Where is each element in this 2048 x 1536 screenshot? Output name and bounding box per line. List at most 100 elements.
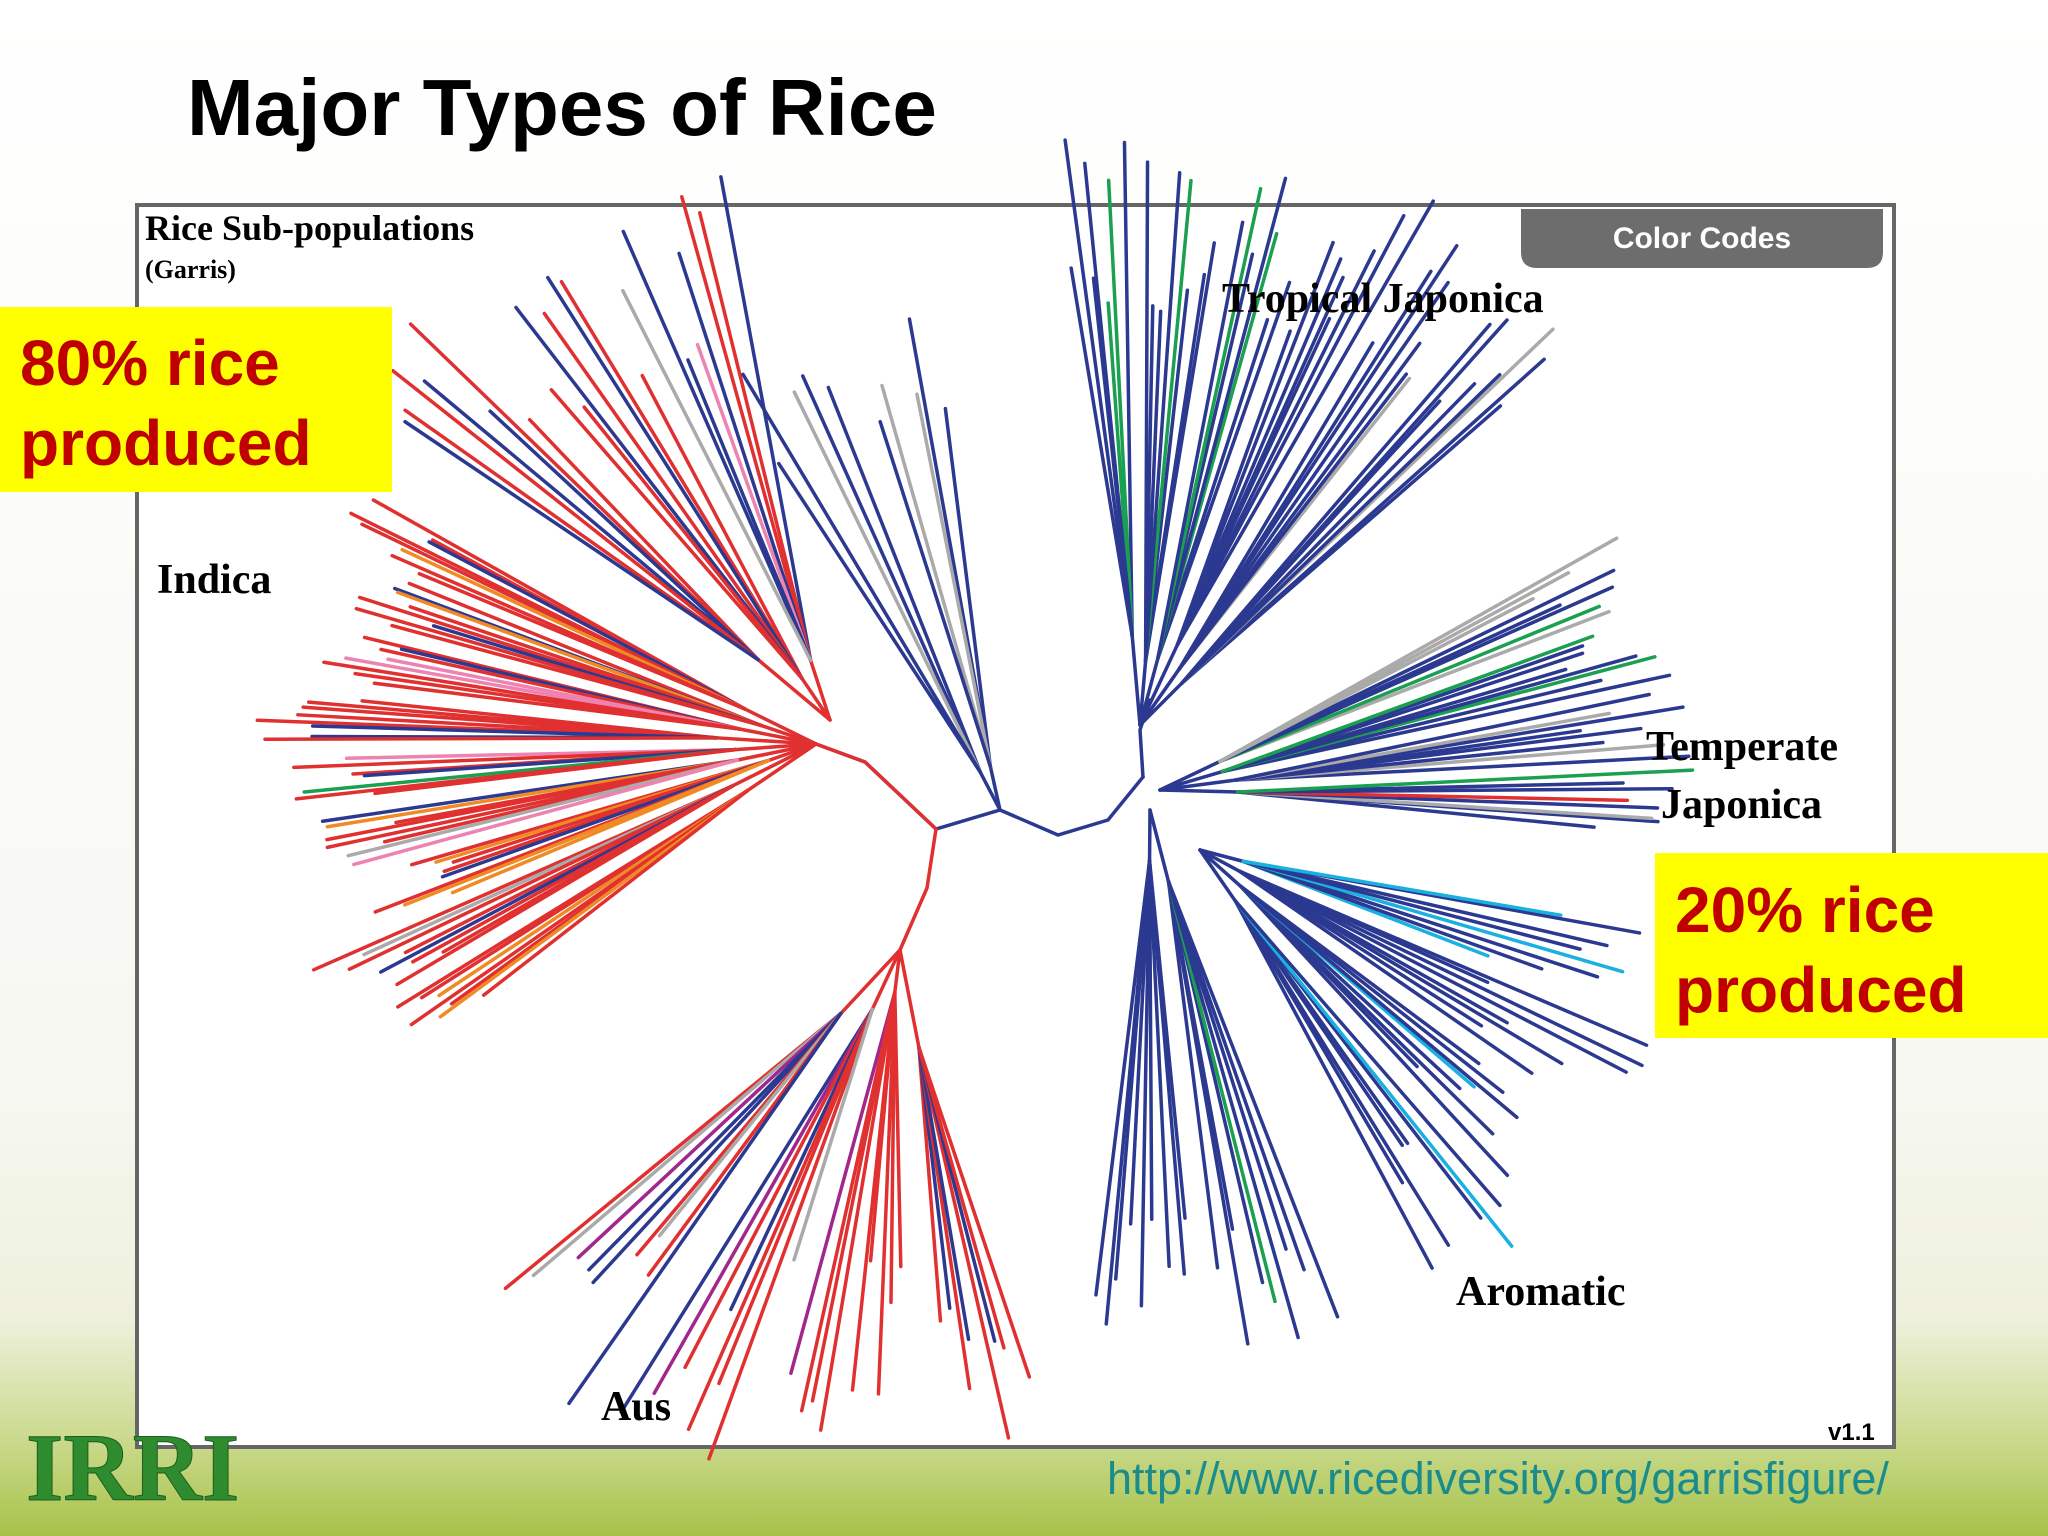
tree-branch: [390, 623, 763, 728]
tree-branch: [527, 417, 760, 662]
tree-branch: [1130, 634, 1142, 727]
tree-branch: [808, 658, 832, 722]
tree-branch: [1179, 373, 1502, 686]
tree-branch: [898, 948, 921, 1050]
tree-branch: [391, 369, 760, 662]
tree-branch: [450, 758, 771, 895]
tree-branch: [1198, 848, 1245, 864]
tree-branch: [893, 948, 902, 995]
tree-branch: [1238, 884, 1495, 1136]
tree-branch: [917, 1045, 1011, 1440]
tree-branch: [1143, 178, 1193, 663]
tree-branch: [839, 948, 902, 1016]
tree-branch: [1143, 171, 1182, 663]
tree-branch: [1237, 869, 1644, 1068]
tree-branch: [695, 342, 813, 663]
tree-branch: [1238, 884, 1481, 1066]
tree-branch: [1156, 176, 1288, 661]
tree-branch: [1177, 280, 1450, 671]
tree-branch: [1177, 341, 1422, 671]
tree-branch: [1237, 869, 1534, 1075]
tree-branch: [746, 742, 818, 793]
tree-branch: [1218, 604, 1601, 764]
tree-branch: [1166, 879, 1306, 1272]
tree-branch: [640, 373, 804, 681]
tree-branch: [917, 1045, 1032, 1379]
tree-branch: [1233, 692, 1651, 782]
callout-line: 80% rice: [20, 327, 280, 399]
source-url[interactable]: http://www.ricediversity.org/garrisfigur…: [1107, 1453, 1889, 1504]
label-aromatic: Aromatic: [1456, 1269, 1626, 1315]
version: v1.1: [1828, 1419, 1875, 1446]
tree-branch: [1241, 859, 1600, 979]
tree-branch: [1175, 213, 1406, 647]
tree-branch: [417, 571, 747, 711]
tree-branch: [1128, 859, 1152, 1226]
tree-branch: [878, 419, 993, 769]
tree-branch: [756, 657, 832, 722]
tree-branch: [889, 990, 897, 1305]
tree-branch: [310, 724, 719, 740]
tree-branch: [1179, 322, 1492, 686]
callout-box: [0, 307, 392, 492]
tree-branch: [1235, 790, 1630, 803]
label-line: Japonica: [1661, 782, 1822, 828]
tree-branch: [1147, 859, 1171, 1269]
tree-branch: [1158, 759, 1222, 792]
tree-branch: [717, 1007, 875, 1386]
tree-branch: [792, 390, 983, 774]
tree-branch: [1156, 317, 1270, 661]
color-codes-tab: [1521, 209, 1883, 268]
tree-branch: [1148, 808, 1171, 884]
tree-branch: [1241, 859, 1609, 948]
tree-branch: [1156, 220, 1245, 661]
label-tropical-japonica: Tropical Japonica: [1222, 276, 1544, 322]
tree-branch: [1238, 884, 1462, 1091]
tree-branch: [481, 788, 750, 997]
tree-branch: [582, 405, 804, 681]
tree-branch: [988, 764, 1002, 812]
tree-branch: [1218, 568, 1616, 764]
tree-branch: [1237, 869, 1649, 1047]
tree-trunk-aus: [898, 827, 938, 952]
tree-branch: [1158, 778, 1237, 792]
tree-branch: [733, 742, 818, 752]
tree-branch: [917, 1045, 971, 1342]
tree-branch: [741, 372, 983, 774]
tree-branch: [1166, 879, 1235, 1231]
tree-branch: [1175, 199, 1435, 647]
tree-branch: [1166, 879, 1300, 1340]
tree-branch: [1237, 869, 1628, 1074]
tree-branch: [1238, 884, 1510, 1178]
tree-branch: [893, 990, 903, 1269]
tree-branch: [1113, 859, 1152, 1281]
tree-branch: [403, 419, 760, 662]
tree-branch: [1235, 768, 1695, 794]
tree-branch: [621, 229, 813, 663]
tree-branch: [652, 1007, 875, 1395]
tree-branch: [677, 251, 813, 663]
tree-branch: [263, 736, 719, 741]
tree-branch: [1138, 659, 1148, 727]
label-line: Temperate: [1646, 724, 1838, 770]
tree-branch: [619, 1007, 875, 1414]
tree-branch: [1179, 357, 1546, 686]
tree-branch: [587, 1011, 843, 1272]
tree-branch: [1233, 899, 1451, 1247]
tree-branch: [1147, 859, 1187, 1220]
tree-branch: [1094, 859, 1152, 1297]
tree-branch: [1143, 272, 1207, 663]
tree-branch: [870, 948, 902, 1012]
tree-branch: [792, 1007, 875, 1262]
tree-branch: [1166, 879, 1340, 1319]
tree-branch: [1238, 884, 1519, 1120]
tree-branch: [1233, 899, 1434, 1270]
tree-branch: [549, 388, 804, 681]
tree-branch: [801, 374, 983, 774]
tree-branch: [735, 742, 818, 762]
tree-branch: [698, 211, 813, 663]
tree-branch: [1143, 160, 1150, 663]
callout-line: produced: [1675, 954, 1967, 1026]
tree-branch: [683, 1007, 875, 1370]
tree-branch: [1166, 879, 1277, 1304]
